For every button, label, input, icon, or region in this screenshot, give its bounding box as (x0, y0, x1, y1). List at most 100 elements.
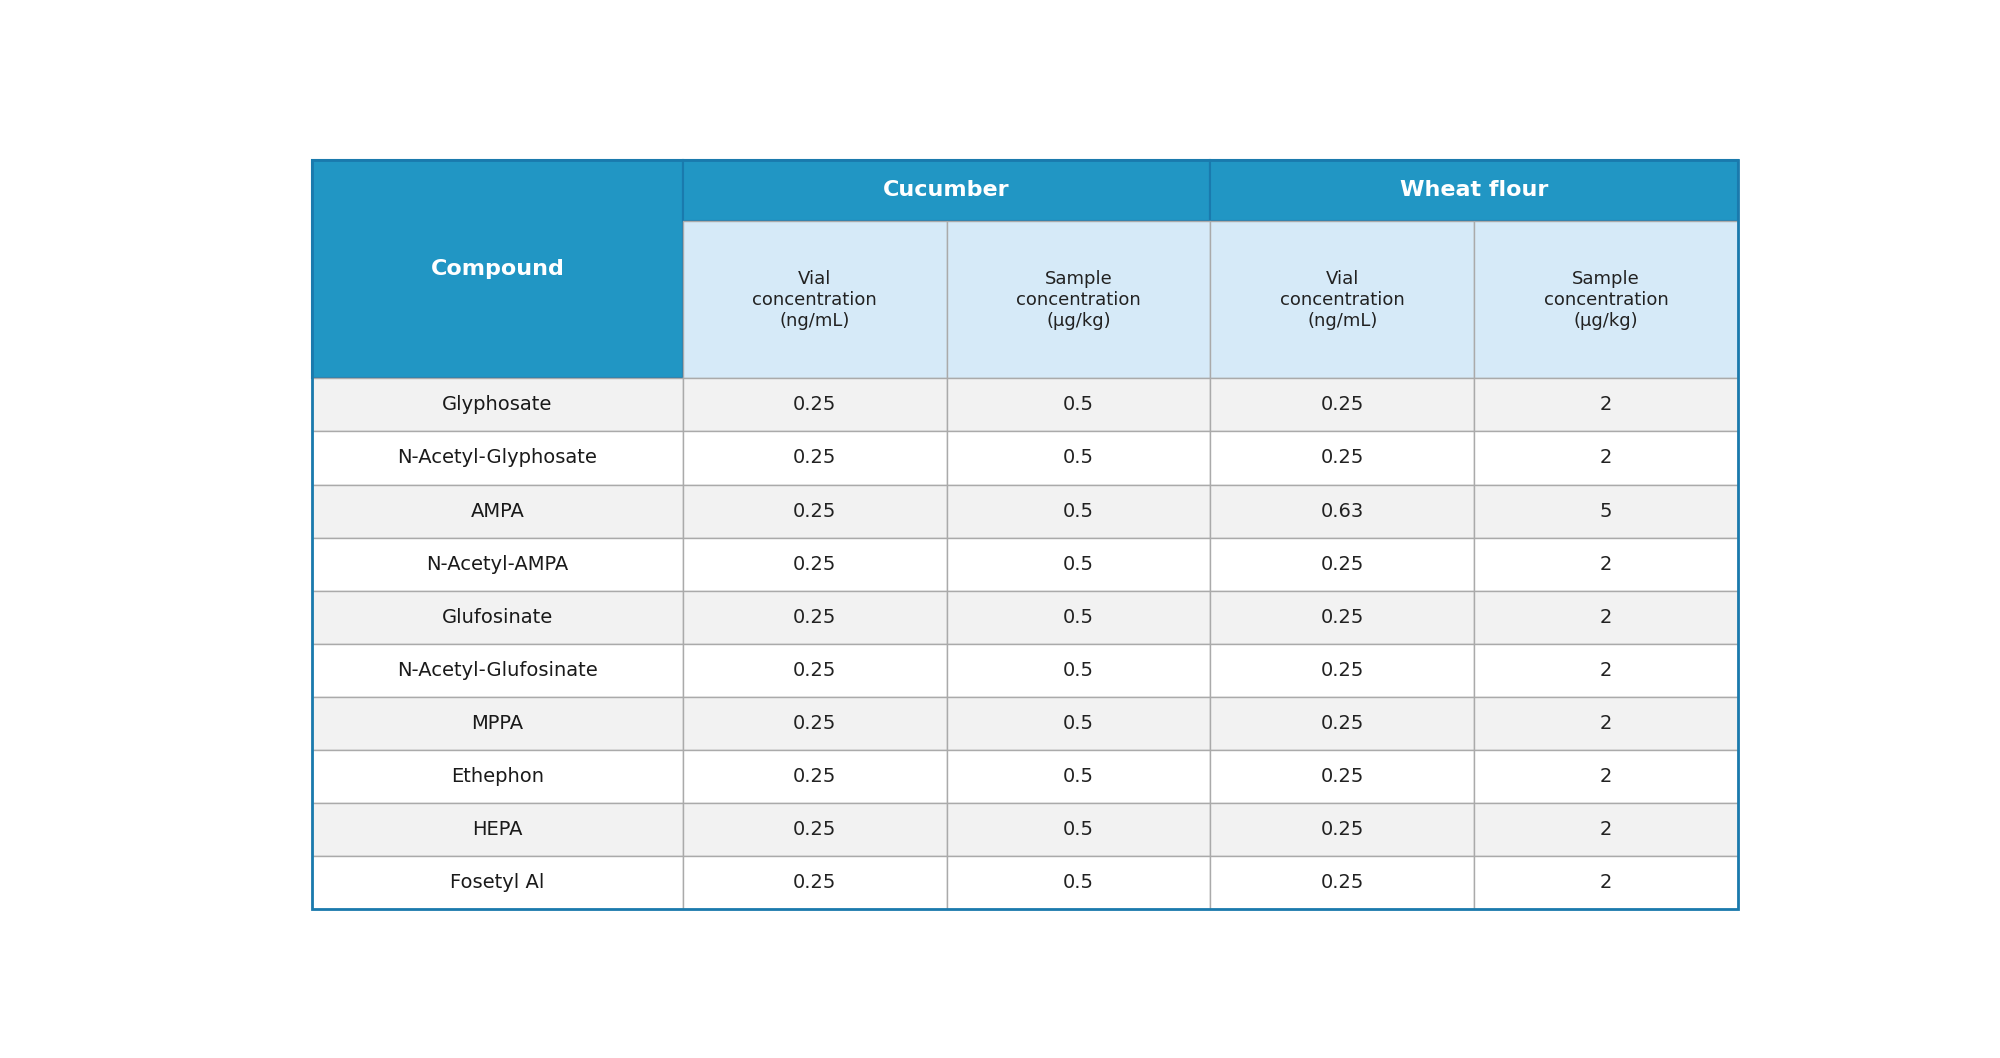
Text: 0.25: 0.25 (792, 501, 836, 521)
Text: 0.25: 0.25 (1320, 607, 1364, 626)
Bar (682, 803, 946, 856)
Text: 0.25: 0.25 (1320, 873, 1364, 892)
Bar (1210, 590, 1474, 643)
Bar (1474, 803, 1738, 856)
Text: 2: 2 (1600, 873, 1612, 892)
Bar (312, 537, 682, 590)
Text: 0.5: 0.5 (1062, 396, 1094, 415)
Text: 0.25: 0.25 (1320, 449, 1364, 468)
Bar (1210, 221, 1474, 379)
Bar (1210, 537, 1474, 590)
Text: Fosetyl Al: Fosetyl Al (450, 873, 544, 892)
Text: 2: 2 (1600, 396, 1612, 415)
Bar (312, 485, 682, 537)
Text: Ethephon: Ethephon (450, 767, 544, 786)
Bar (312, 856, 682, 909)
Text: 0.25: 0.25 (1320, 661, 1364, 679)
Bar (1210, 856, 1474, 909)
Text: 5: 5 (1600, 501, 1612, 521)
Text: 0.25: 0.25 (1320, 820, 1364, 839)
Text: 0.25: 0.25 (792, 396, 836, 415)
Bar (1474, 485, 1738, 537)
Bar (1474, 643, 1738, 697)
Bar (1474, 750, 1738, 803)
Text: 2: 2 (1600, 661, 1612, 679)
Text: Sample
concentration
(µg/kg): Sample concentration (µg/kg) (1544, 270, 1668, 329)
Bar (682, 750, 946, 803)
Bar (946, 432, 1210, 485)
Text: MPPA: MPPA (472, 714, 524, 733)
Bar (1210, 485, 1474, 537)
Text: 0.25: 0.25 (792, 820, 836, 839)
Text: 0.5: 0.5 (1062, 449, 1094, 468)
Text: 2: 2 (1600, 554, 1612, 573)
Bar (1474, 537, 1738, 590)
Text: 0.5: 0.5 (1062, 714, 1094, 733)
Bar (946, 697, 1210, 750)
Bar (312, 750, 682, 803)
Bar (1210, 160, 1738, 221)
Bar (312, 432, 682, 485)
Text: 0.25: 0.25 (792, 449, 836, 468)
Bar (1210, 643, 1474, 697)
Bar (1474, 379, 1738, 432)
Text: 0.25: 0.25 (1320, 554, 1364, 573)
Text: 0.5: 0.5 (1062, 767, 1094, 786)
Text: Vial
concentration
(ng/mL): Vial concentration (ng/mL) (1280, 270, 1404, 329)
Bar (682, 432, 946, 485)
Text: 0.5: 0.5 (1062, 873, 1094, 892)
Text: 0.25: 0.25 (792, 661, 836, 679)
Bar (312, 379, 682, 432)
Text: N-Acetyl-Glyphosate: N-Acetyl-Glyphosate (398, 449, 598, 468)
Bar (1474, 221, 1738, 379)
Bar (682, 856, 946, 909)
Bar (1474, 590, 1738, 643)
Bar (682, 537, 946, 590)
Text: 2: 2 (1600, 820, 1612, 839)
Bar (946, 750, 1210, 803)
Text: Vial
concentration
(ng/mL): Vial concentration (ng/mL) (752, 270, 878, 329)
Bar (312, 803, 682, 856)
Bar (1474, 856, 1738, 909)
Bar (946, 643, 1210, 697)
Bar (946, 803, 1210, 856)
Text: 0.25: 0.25 (792, 873, 836, 892)
Bar (682, 485, 946, 537)
Bar (312, 697, 682, 750)
Bar (682, 160, 1210, 221)
Text: Wheat flour: Wheat flour (1400, 180, 1548, 200)
Text: 0.25: 0.25 (792, 607, 836, 626)
Text: 0.5: 0.5 (1062, 554, 1094, 573)
Text: 0.5: 0.5 (1062, 661, 1094, 679)
Bar (312, 643, 682, 697)
Text: 0.25: 0.25 (792, 714, 836, 733)
Text: N-Acetyl-Glufosinate: N-Acetyl-Glufosinate (398, 661, 598, 679)
Text: 2: 2 (1600, 714, 1612, 733)
Bar (1210, 803, 1474, 856)
Text: Compound: Compound (430, 259, 564, 279)
Text: 2: 2 (1600, 449, 1612, 468)
Text: 0.25: 0.25 (1320, 396, 1364, 415)
Text: 0.5: 0.5 (1062, 501, 1094, 521)
Text: HEPA: HEPA (472, 820, 522, 839)
Bar (1210, 432, 1474, 485)
Bar (1474, 697, 1738, 750)
Bar (946, 485, 1210, 537)
Text: 0.5: 0.5 (1062, 607, 1094, 626)
Bar (946, 379, 1210, 432)
Text: Cucumber: Cucumber (884, 180, 1010, 200)
Text: 0.63: 0.63 (1320, 501, 1364, 521)
Text: Glyphosate: Glyphosate (442, 396, 552, 415)
Bar (682, 643, 946, 697)
Bar (946, 221, 1210, 379)
Text: 0.25: 0.25 (1320, 767, 1364, 786)
Text: N-Acetyl-AMPA: N-Acetyl-AMPA (426, 554, 568, 573)
Text: 2: 2 (1600, 607, 1612, 626)
Bar (312, 590, 682, 643)
Bar (1210, 379, 1474, 432)
Bar (1210, 697, 1474, 750)
Text: 0.25: 0.25 (792, 767, 836, 786)
Bar (682, 697, 946, 750)
Bar (946, 856, 1210, 909)
Text: 0.25: 0.25 (1320, 714, 1364, 733)
